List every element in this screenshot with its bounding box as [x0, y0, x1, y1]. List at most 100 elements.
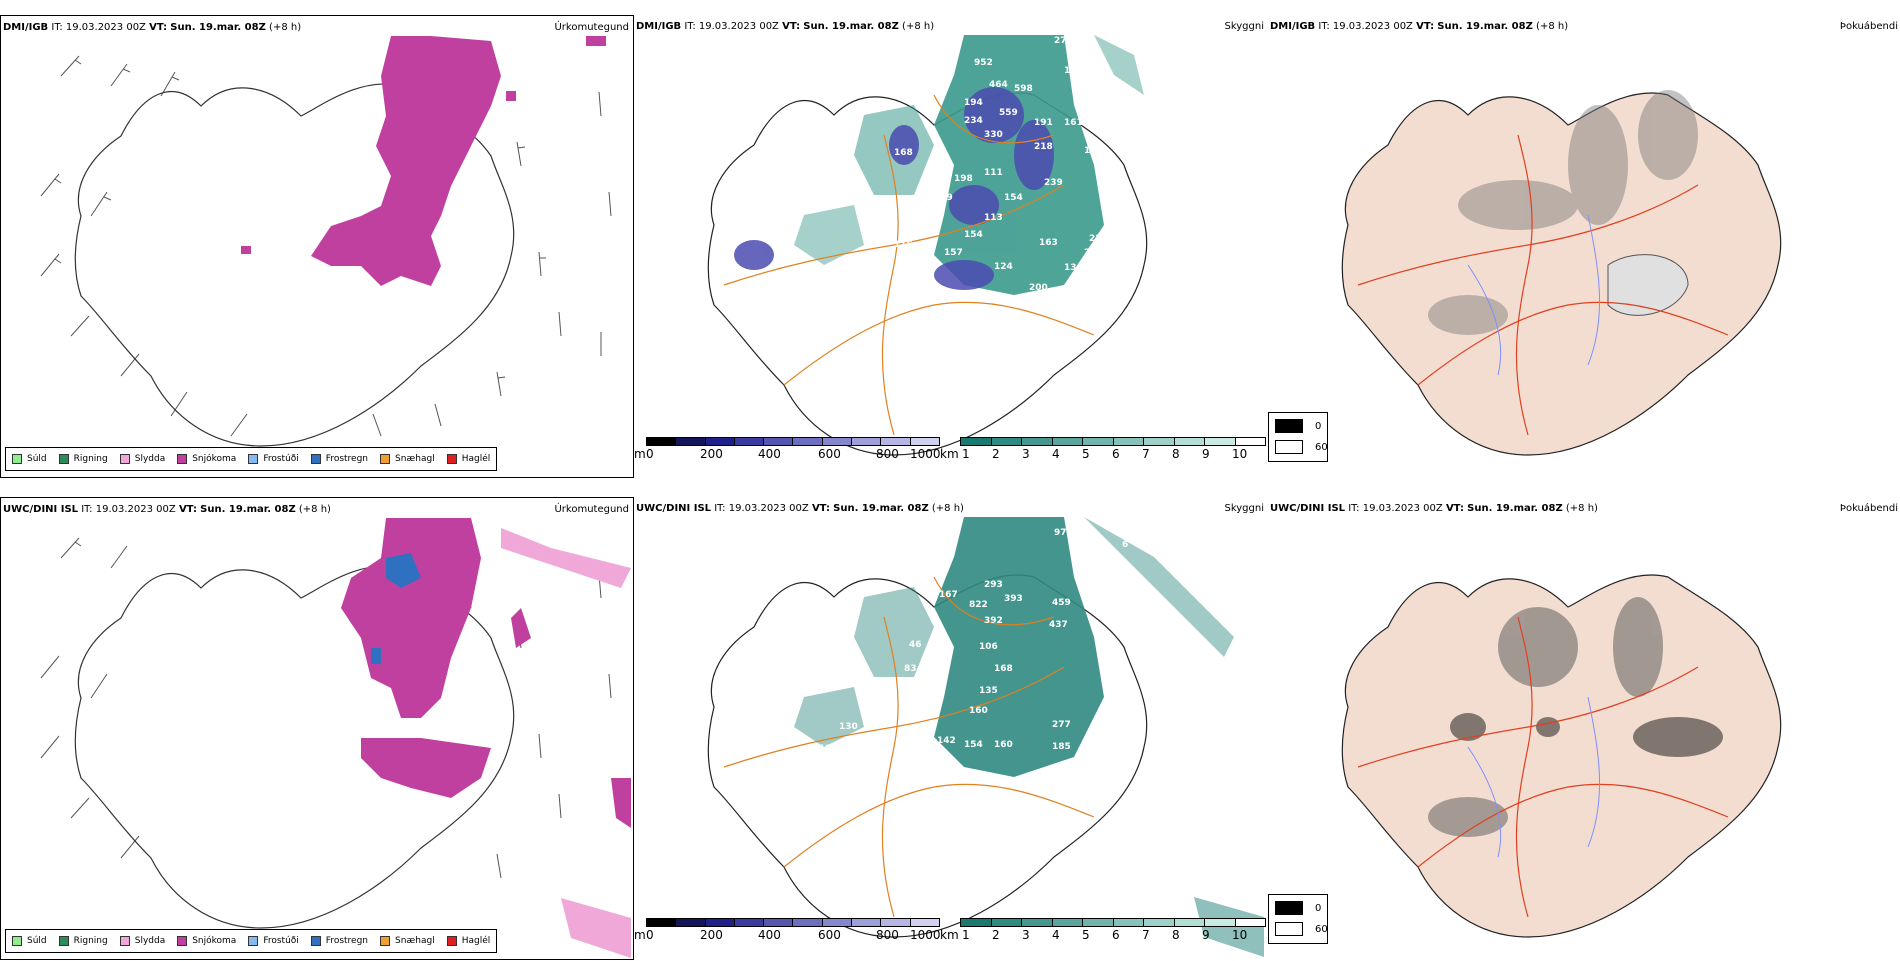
visibility-map-top: 952 27 464 598 109 892 194 559 191 161 234330… [707, 35, 1148, 456]
fog-panel-top: DMI/IGB IT: 19.03.2023 00Z VT: Sun. 19.m… [1268, 15, 1900, 478]
fog-map-top [1341, 90, 1782, 456]
svg-text:124: 124 [994, 262, 1013, 272]
svg-text:179: 179 [934, 193, 953, 203]
legend-swatch [12, 454, 22, 464]
svg-text:702: 702 [1104, 730, 1123, 740]
svg-text:234: 234 [964, 116, 983, 126]
panel-title: Þokuábendi [1839, 21, 1898, 32]
legend-swatch [12, 936, 22, 946]
svg-text:320: 320 [1139, 624, 1158, 634]
panel-header: UWC/DINI ISL IT: 19.03.2023 00Z VT: Sun.… [636, 503, 964, 514]
svg-text:160: 160 [994, 740, 1013, 750]
svg-text:46: 46 [909, 640, 922, 650]
wind-barbs [40, 55, 612, 437]
svg-text:198: 198 [954, 174, 973, 184]
fog-scale-top: 0 60 [1268, 412, 1328, 462]
iceland-outline [74, 565, 515, 929]
svg-text:822: 822 [969, 600, 988, 610]
panel-header: DMI/IGB IT: 19.03.2023 00Z VT: Sun. 19.m… [1270, 21, 1569, 32]
precip-type-map-top [40, 36, 612, 447]
legend-swatch [380, 936, 391, 946]
panel-title: Úrkomutegund [554, 504, 629, 515]
precip-type-legend: Súld Rigning Slydda Snjókoma Frostúði Fr… [5, 929, 498, 953]
precip-type-panel-bottom: UWC/DINI ISL IT: 19.03.2023 00Z VT: Sun.… [0, 497, 634, 960]
legend-swatch [177, 936, 188, 946]
svg-text:116: 116 [894, 240, 913, 250]
svg-text:51: 51 [1122, 208, 1135, 218]
svg-text:123: 123 [1084, 146, 1103, 156]
road-network [1357, 616, 1729, 918]
rivers [1467, 696, 1600, 858]
panel-header: DMI/IGB IT: 19.03.2023 00Z VT: Sun. 19.m… [3, 22, 302, 33]
svg-text:218: 218 [1034, 142, 1053, 152]
svg-text:239: 239 [1044, 178, 1063, 188]
road-network [1357, 134, 1729, 436]
snowfall-areas [341, 518, 631, 958]
snowfall-areas [241, 36, 606, 286]
svg-text:437: 437 [1049, 620, 1068, 630]
precip-type-panel-top: DMI/IGB IT: 19.03.2023 00Z VT: Sun. 19.m… [0, 15, 634, 478]
fog-scale-bottom: 0 60 [1268, 894, 1328, 944]
svg-text:168: 168 [894, 148, 913, 158]
svg-text:163: 163 [1039, 238, 1058, 248]
svg-text:185: 185 [1052, 742, 1071, 752]
panel-header: UWC/DINI ISL IT: 19.03.2023 00Z VT: Sun.… [3, 504, 331, 515]
svg-text:250: 250 [1084, 248, 1103, 258]
panel-header: UWC/DINI ISL IT: 19.03.2023 00Z VT: Sun.… [1270, 503, 1598, 514]
svg-text:464: 464 [989, 80, 1008, 90]
panel-header: DMI/IGB IT: 19.03.2023 00Z VT: Sun. 19.m… [636, 21, 935, 32]
svg-text:277: 277 [1052, 720, 1071, 730]
svg-text:154: 154 [1004, 193, 1023, 203]
legend-swatch [446, 454, 457, 464]
svg-text:952: 952 [974, 58, 993, 68]
precip-type-map-bottom [40, 518, 631, 958]
svg-text:135: 135 [979, 686, 998, 696]
legend-swatch [380, 454, 391, 464]
road-network [723, 94, 1095, 436]
ceiling-scale-top: m 0 200 400 600 800 1000 [634, 437, 941, 473]
rivers [1467, 214, 1600, 376]
iceland-outline [74, 83, 515, 447]
ceiling-scale-bottom: m 0 200 400 600 800 1000 [634, 918, 941, 954]
svg-text:330: 330 [984, 130, 1003, 140]
svg-text:976: 976 [1054, 528, 1073, 538]
freezing-rain-areas [371, 553, 421, 664]
panel-title: Þokuábendi [1839, 503, 1898, 514]
svg-text:6: 6 [1122, 540, 1128, 550]
svg-text:109: 109 [1064, 66, 1083, 76]
fog-map-bottom [1341, 574, 1782, 938]
svg-text:130: 130 [839, 722, 858, 732]
legend-swatch [446, 936, 457, 946]
fog-shading [1428, 90, 1698, 335]
visibility-map-bottom: 976 6 293 167 822 393 392 459 437 320 46 106 8… [707, 517, 1264, 957]
legend-swatch [58, 936, 69, 946]
visibility-panel-top: 952 27 464 598 109 892 194 559 191 161 234 330… [634, 15, 1268, 478]
svg-text:239: 239 [1089, 234, 1108, 244]
road-network [723, 576, 1095, 918]
fog-shading [1428, 597, 1723, 837]
ceiling-values: 976 6 293 167 822 393 392 459 437 320 46 106 8… [819, 528, 1158, 754]
legend-swatch [248, 454, 259, 464]
svg-text:559: 559 [999, 108, 1018, 118]
legend-swatch [119, 454, 130, 464]
panel-title: Skyggni [1224, 21, 1264, 32]
svg-text:200: 200 [1029, 283, 1048, 293]
legend-swatch [177, 454, 188, 464]
panel-title: Skyggni [1224, 503, 1264, 514]
svg-text:106: 106 [979, 642, 998, 652]
svg-text:154: 154 [964, 740, 983, 750]
ceiling-field [734, 87, 1054, 290]
visibility-scale-bottom: km 1 2 3 4 5 6 7 8 9 10 [940, 918, 1266, 954]
svg-text:113: 113 [984, 213, 1003, 223]
svg-text:293: 293 [984, 580, 1003, 590]
legend-swatch [310, 936, 321, 946]
svg-text:161: 161 [1064, 118, 1083, 128]
svg-text:111: 111 [984, 168, 1003, 178]
svg-text:191: 191 [1034, 118, 1053, 128]
svg-text:598: 598 [1014, 84, 1033, 94]
legend-swatch [310, 454, 321, 464]
svg-text:27: 27 [1054, 36, 1067, 46]
visibility-scale-top: km 1 2 3 4 5 6 7 8 9 10 [940, 437, 1266, 473]
svg-text:194: 194 [964, 98, 983, 108]
svg-text:892: 892 [1084, 100, 1103, 110]
